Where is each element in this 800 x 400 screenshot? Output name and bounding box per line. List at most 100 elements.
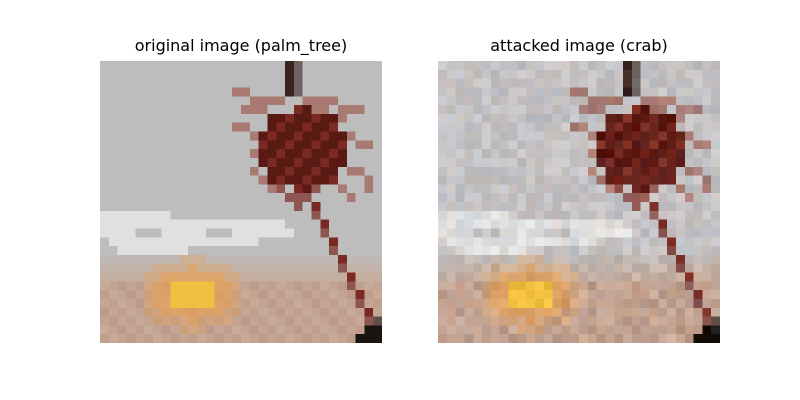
attacked-image-pixel xyxy=(658,298,668,308)
attacked-image-pixel xyxy=(693,140,703,150)
original-image-pixel xyxy=(346,202,356,211)
attacked-image-pixel xyxy=(446,61,456,70)
attacked-image-pixel xyxy=(508,184,518,194)
attacked-image-pixel xyxy=(508,202,518,211)
attacked-image-pixel xyxy=(552,105,562,115)
attacked-image-pixel xyxy=(667,202,677,211)
original-image-pixel xyxy=(214,254,224,264)
attacked-image-pixel xyxy=(526,298,536,308)
original-image-pixel xyxy=(170,325,180,335)
attacked-image-pixel xyxy=(438,61,447,70)
original-image-pixel xyxy=(161,219,171,229)
original-image-pixel xyxy=(223,166,233,176)
original-image-pixel xyxy=(364,272,374,282)
attacked-image-pixel xyxy=(543,140,553,150)
attacked-image-pixel xyxy=(587,202,597,211)
original-image-pixel xyxy=(126,69,136,79)
original-image-pixel xyxy=(276,157,286,167)
original-image-pixel xyxy=(205,272,215,282)
attacked-image-pixel xyxy=(667,210,677,220)
original-image-pixel xyxy=(100,298,109,308)
original-image-pixel xyxy=(285,290,295,300)
original-image-pixel xyxy=(135,237,145,247)
attacked-image-pixel xyxy=(693,290,703,300)
attacked-image-pixel xyxy=(570,175,580,185)
attacked-image-pixel xyxy=(561,69,571,79)
original-image-pixel xyxy=(126,122,136,132)
original-image-pixel xyxy=(337,290,347,300)
original-image-pixel xyxy=(205,246,215,256)
original-image-pixel xyxy=(373,140,382,150)
attacked-image-pixel xyxy=(455,263,465,273)
original-image-pixel xyxy=(355,140,365,150)
attacked-image-pixel xyxy=(667,254,677,264)
original-image-pixel xyxy=(293,325,303,335)
original-image-pixel xyxy=(214,166,224,176)
original-image-pixel xyxy=(258,140,268,150)
original-image-pixel xyxy=(241,166,250,176)
original-image-pixel xyxy=(241,78,250,88)
original-image-pixel xyxy=(329,69,339,79)
attacked-image-pixel xyxy=(552,202,562,211)
attacked-image-pixel xyxy=(658,184,668,194)
original-image-pixel xyxy=(267,113,277,123)
attacked-image-pixel xyxy=(693,78,703,88)
original-image-pixel xyxy=(364,334,374,343)
original-image-pixel xyxy=(285,263,295,273)
original-image-pixel xyxy=(258,316,268,326)
original-image-pixel xyxy=(232,219,242,229)
original-image-pixel xyxy=(223,246,233,256)
attacked-image-pixel xyxy=(499,140,509,150)
original-image-pixel xyxy=(205,157,215,167)
original-image-pixel xyxy=(293,237,303,247)
attacked-image-pixel xyxy=(711,157,720,167)
attacked-image-pixel xyxy=(526,228,536,238)
attacked-image-pixel xyxy=(658,307,668,317)
original-image-pixel xyxy=(144,140,154,150)
attacked-image-pixel xyxy=(605,316,615,326)
attacked-image-pixel xyxy=(534,175,544,185)
attacked-image-pixel xyxy=(623,290,633,300)
original-image-pixel xyxy=(152,334,162,343)
original-image-pixel xyxy=(320,122,330,132)
original-image-pixel xyxy=(302,219,312,229)
attacked-image-pixel xyxy=(631,202,641,211)
original-image-pixel xyxy=(241,157,250,167)
original-image-pixel xyxy=(311,184,321,194)
original-image-pixel xyxy=(241,113,250,123)
original-image-pixel xyxy=(126,307,136,317)
attacked-image-pixel xyxy=(711,105,720,115)
original-image-pixel xyxy=(161,149,171,159)
original-image-pixel xyxy=(196,78,206,88)
attacked-image-pixel xyxy=(455,334,465,343)
original-image-pixel xyxy=(170,193,180,203)
original-image-pixel xyxy=(311,254,321,264)
original-image-pixel xyxy=(100,246,109,256)
original-image-canvas xyxy=(100,61,382,343)
attacked-image-pixel xyxy=(579,140,588,150)
attacked-image-pixel xyxy=(455,237,465,247)
attacked-image-pixel xyxy=(490,316,500,326)
attacked-image-pixel xyxy=(658,149,668,159)
attacked-image-pixel xyxy=(658,175,668,185)
attacked-image-pixel xyxy=(570,69,580,79)
attacked-image-pixel xyxy=(455,131,465,141)
original-image-pixel xyxy=(241,140,250,150)
original-image-pixel xyxy=(337,140,347,150)
attacked-image-pixel xyxy=(543,263,553,273)
original-image-pixel xyxy=(293,78,303,88)
attacked-image-pixel xyxy=(605,272,615,282)
attacked-image-pixel xyxy=(570,316,580,326)
attacked-image-pixel xyxy=(473,96,483,106)
attacked-image-pixel xyxy=(490,175,500,185)
attacked-image-pixel xyxy=(623,157,633,167)
attacked-image-pixel xyxy=(570,166,580,176)
original-image-pixel xyxy=(267,316,277,326)
attacked-image-pixel xyxy=(543,237,553,247)
attacked-image-pixel xyxy=(517,61,527,70)
attacked-image-pixel xyxy=(490,105,500,115)
original-image-pixel xyxy=(205,193,215,203)
attacked-image-pixel xyxy=(596,78,606,88)
original-image-pixel xyxy=(276,263,286,273)
original-image-pixel xyxy=(161,325,171,335)
